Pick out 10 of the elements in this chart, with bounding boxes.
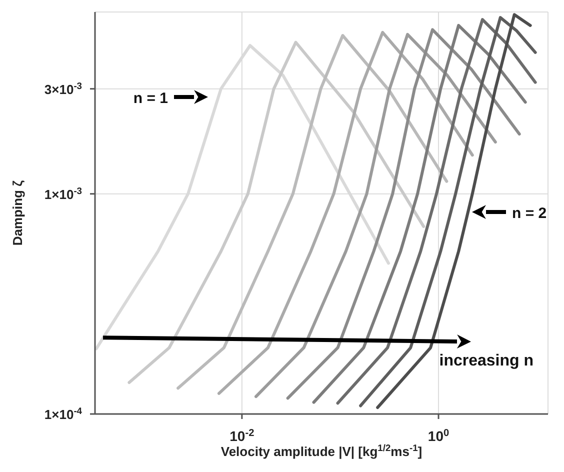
annotation: n = 2 (512, 205, 547, 222)
y-tick-label: 1×10$^{-3}$ (44, 186, 82, 202)
annotation: n = 1 (133, 90, 168, 107)
annotation: increasing n (439, 352, 534, 370)
x-tick-label: 10$^{0}$ (428, 428, 450, 444)
y-tick-label: 1×10$^{-4}$ (44, 406, 83, 422)
y-tick-label: 3×10$^{-3}$ (44, 80, 82, 97)
y-axis-title: Damping ζ (10, 180, 25, 246)
x-tick-label: 10$^{-2}$ (230, 428, 255, 444)
x-axis-title: Velocity amplitude |V| [kg$^{1/2}$ms$^{-1}$] (220, 443, 422, 459)
